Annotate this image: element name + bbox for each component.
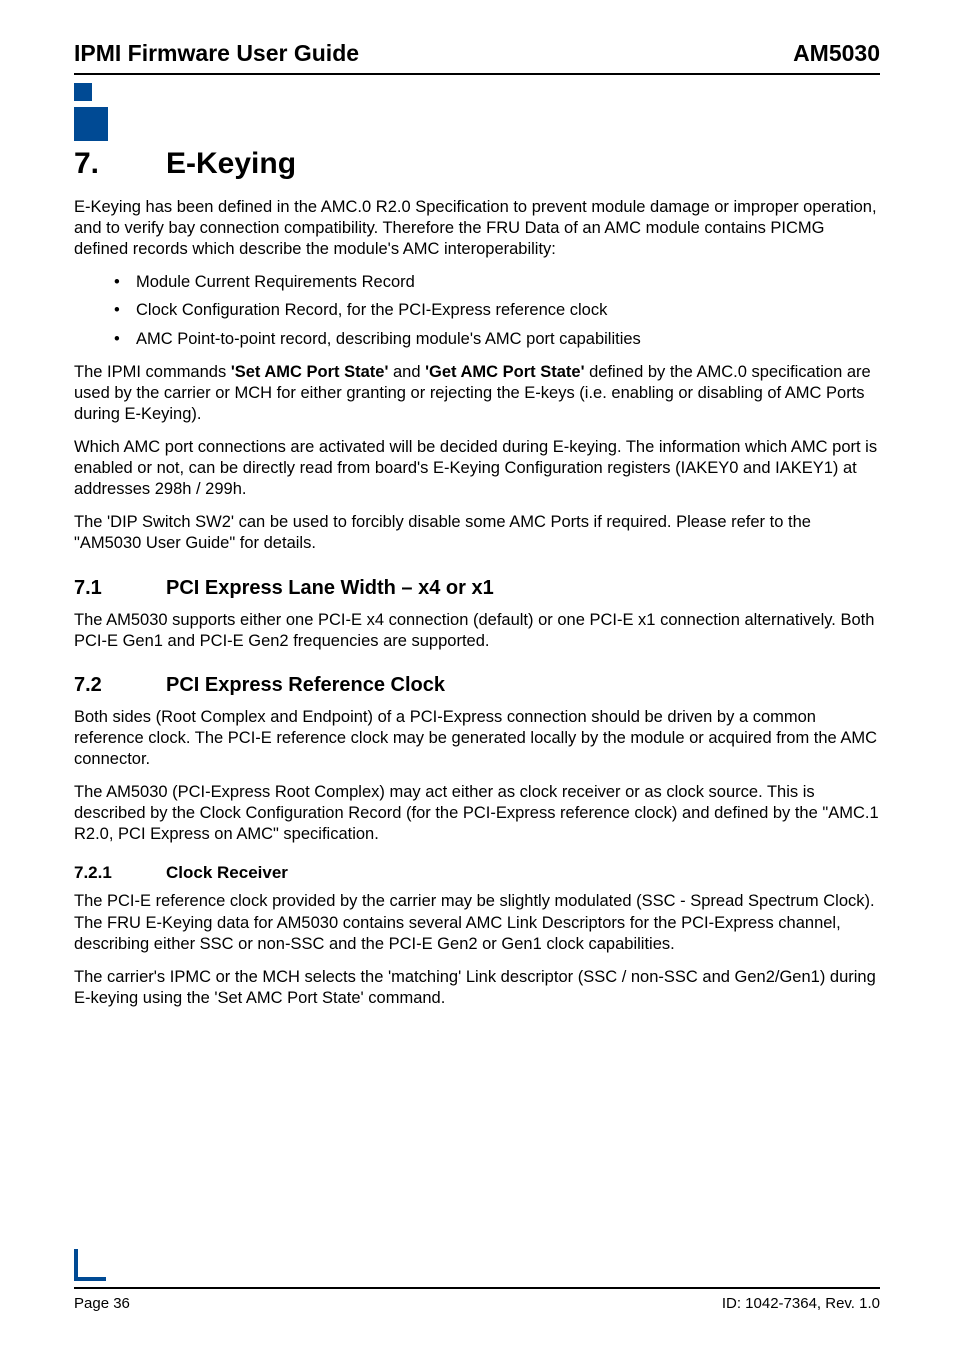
list-item: AMC Point-to-point record, describing mo… xyxy=(74,329,880,350)
footer-text-row: Page 36 ID: 1042-7364, Rev. 1.0 xyxy=(74,1295,880,1312)
section-title: PCI Express Lane Width – x4 or x1 xyxy=(166,577,494,600)
section-7-2-1-paragraph-1: The PCI-E reference clock provided by th… xyxy=(74,891,880,954)
chapter-number: 7. xyxy=(74,147,166,181)
page-footer: Page 36 ID: 1042-7364, Rev. 1.0 xyxy=(74,1249,880,1312)
bold-term-get-port-state: 'Get AMC Port State' xyxy=(425,363,584,381)
bold-term-set-port-state: 'Set AMC Port State' xyxy=(231,363,389,381)
intro-paragraph-3: Which AMC port connections are activated… xyxy=(74,437,880,500)
page-header: IPMI Firmware User Guide AM5030 xyxy=(74,40,880,67)
footer-rule xyxy=(74,1287,880,1289)
section-7-1-paragraph-1: The AM5030 supports either one PCI-E x4 … xyxy=(74,610,880,652)
section-7-2-paragraph-1: Both sides (Root Complex and Endpoint) o… xyxy=(74,707,880,770)
chapter-heading: 7. E-Keying xyxy=(74,147,880,181)
section-7-2-1-paragraph-2: The carrier's IPMC or the MCH selects th… xyxy=(74,967,880,1009)
intro-paragraph-1: E-Keying has been defined in the AMC.0 R… xyxy=(74,197,880,260)
section-7-2-heading: 7.2 PCI Express Reference Clock xyxy=(74,674,880,697)
chapter-title: E-Keying xyxy=(166,147,296,181)
section-7-2-1-heading: 7.2.1 Clock Receiver xyxy=(74,863,880,883)
text-run: and xyxy=(388,363,425,381)
intro-paragraph-2: The IPMI commands 'Set AMC Port State' a… xyxy=(74,362,880,425)
footer-corner-icon xyxy=(74,1249,106,1281)
document-page: IPMI Firmware User Guide AM5030 7. E-Key… xyxy=(0,0,954,1350)
subsection-number: 7.2.1 xyxy=(74,863,166,883)
brand-logo-icon xyxy=(74,83,134,141)
section-number: 7.2 xyxy=(74,674,166,697)
intro-bullet-list: Module Current Requirements Record Clock… xyxy=(74,272,880,349)
document-id: ID: 1042-7364, Rev. 1.0 xyxy=(722,1295,880,1312)
text-run: The IPMI commands xyxy=(74,363,231,381)
header-title-left: IPMI Firmware User Guide xyxy=(74,40,359,67)
header-title-right: AM5030 xyxy=(793,40,880,67)
list-item: Clock Configuration Record, for the PCI-… xyxy=(74,300,880,321)
page-number: Page 36 xyxy=(74,1295,130,1312)
section-title: PCI Express Reference Clock xyxy=(166,674,445,697)
section-7-2-paragraph-2: The AM5030 (PCI-Express Root Complex) ma… xyxy=(74,782,880,845)
intro-paragraph-4: The 'DIP Switch SW2' can be used to forc… xyxy=(74,512,880,554)
subsection-title: Clock Receiver xyxy=(166,863,288,883)
section-number: 7.1 xyxy=(74,577,166,600)
list-item: Module Current Requirements Record xyxy=(74,272,880,293)
header-rule xyxy=(74,73,880,75)
section-7-1-heading: 7.1 PCI Express Lane Width – x4 or x1 xyxy=(74,577,880,600)
